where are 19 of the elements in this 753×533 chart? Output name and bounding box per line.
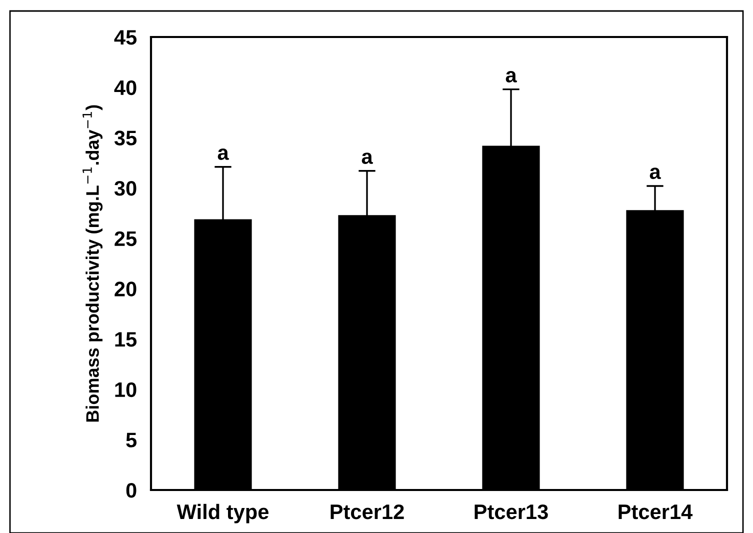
y-axis-title: Biomass productivity (mg.L$^{−1}$.day$^{−1}$) [82, 105, 103, 422]
annotation: a [506, 71, 517, 82]
y-tick-label: 5 [126, 432, 137, 448]
y-tick-label: 0 [126, 483, 136, 498]
y-tick-label: 25 [114, 231, 137, 246]
x-tick-label: Wild type [176, 504, 268, 524]
y-tick-label: 35 [114, 130, 137, 146]
y-tick-label: 10 [115, 382, 136, 398]
annotation: a [362, 152, 373, 164]
y-tick-label: 40 [114, 80, 136, 96]
annotation: a [650, 168, 661, 180]
y-tick-label: 15 [115, 332, 137, 347]
y-tick-label: 20 [114, 282, 136, 296]
y-tick-label: 45 [114, 30, 137, 45]
y-tick-label: 30 [114, 181, 136, 196]
annotation: a [218, 148, 229, 160]
x-tick-label: Ptcer13 [474, 504, 548, 520]
x-tick-label: Ptcer12 [330, 504, 404, 520]
x-tick-label: Ptcer14 [618, 504, 693, 520]
